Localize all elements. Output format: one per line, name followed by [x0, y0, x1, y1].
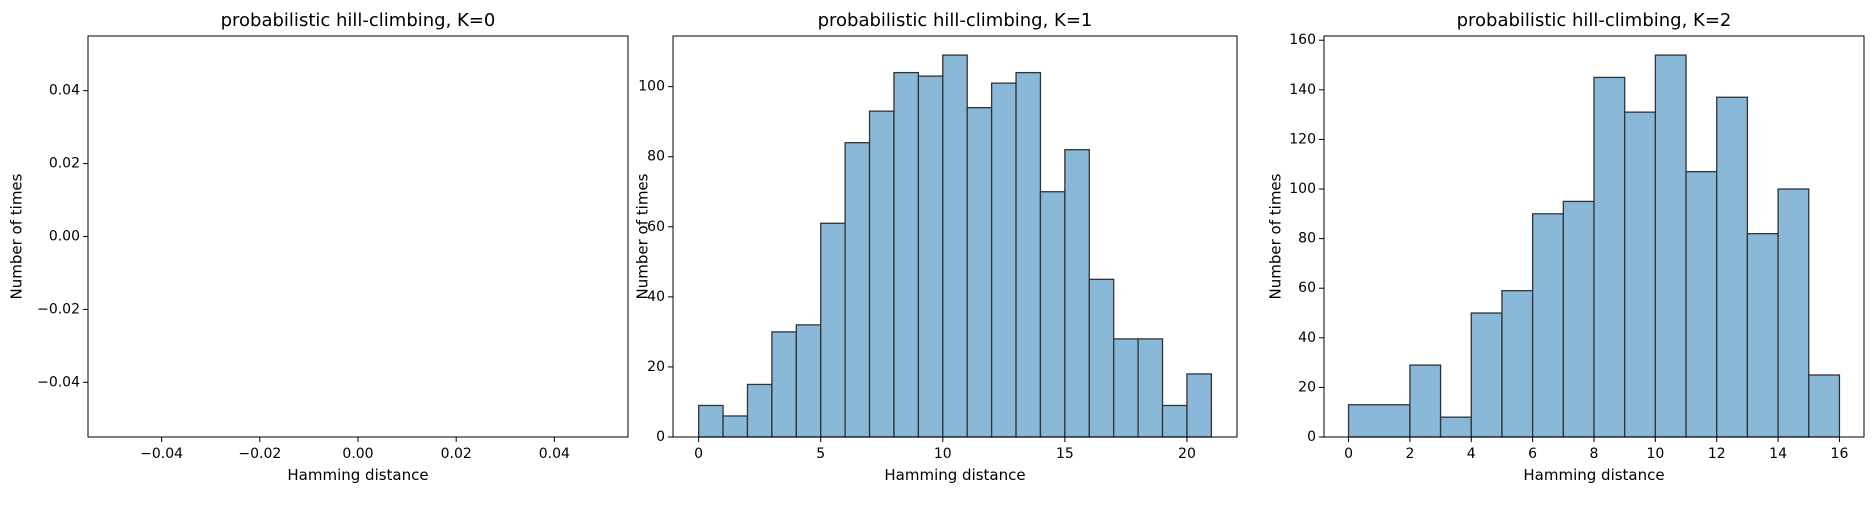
subplot-k1: probabilistic hill-climbing, K=1 Hamming…	[634, 10, 1238, 484]
y-tick-label: 20	[647, 359, 665, 375]
y-tick-label: 120	[1289, 131, 1316, 147]
y-tick-label: 40	[1298, 330, 1316, 346]
histogram-bar	[1186, 373, 1213, 438]
subplot-title: probabilistic hill-climbing, K=1	[818, 10, 1093, 31]
histogram-bar	[722, 415, 749, 438]
y-tick-label: 0	[1307, 429, 1316, 445]
y-tick-label: 100	[638, 79, 665, 95]
y-tick-label: −0.02	[37, 301, 80, 317]
y-tick-label: −0.04	[37, 374, 80, 390]
x-tick-label: 0.00	[342, 446, 373, 462]
histogram-bar	[746, 383, 773, 438]
histogram-bar	[1113, 338, 1139, 438]
histogram-bar	[990, 82, 1017, 438]
histogram-bar	[942, 54, 968, 438]
histogram-bar	[1064, 149, 1090, 438]
x-tick-label: 10	[934, 446, 952, 462]
x-tick-label: 20	[1178, 446, 1196, 462]
axis-ticks: 0 5 10 15 20 0 20 40 60 80 100	[638, 79, 1196, 462]
x-axis-label: Hamming distance	[884, 466, 1025, 484]
histogram-bar	[844, 142, 871, 438]
x-tick-label: 4	[1467, 446, 1476, 462]
histogram-bar	[917, 75, 944, 438]
x-tick-label: 16	[1831, 446, 1849, 462]
subplot-title: probabilistic hill-climbing, K=0	[221, 10, 496, 31]
x-tick-label: −0.04	[140, 446, 183, 462]
histogram-bar	[1409, 364, 1442, 438]
y-tick-label: 100	[1289, 181, 1316, 197]
subplot-k2: probabilistic hill-climbing, K=2 Hamming…	[1267, 10, 1865, 484]
x-tick-label: −0.02	[238, 446, 281, 462]
histogram-bar	[1716, 96, 1749, 438]
x-tick-label: 0	[1344, 446, 1353, 462]
subplot-k0: probabilistic hill-climbing, K=0 Hamming…	[8, 10, 629, 484]
histogram-bar	[1531, 213, 1564, 438]
histogram-bar	[795, 324, 822, 438]
histogram-bar	[966, 107, 993, 438]
histogram-bars	[697, 54, 1213, 438]
histogram-bar	[820, 222, 846, 438]
histogram-bars	[1347, 54, 1841, 438]
y-tick-label: 160	[1289, 32, 1316, 48]
y-tick-label: 0.02	[49, 156, 80, 172]
histogram-bar	[1347, 404, 1411, 438]
histogram-bar	[1161, 404, 1188, 438]
x-tick-label: 2	[1405, 446, 1414, 462]
y-axis-label: Number of times	[1267, 173, 1285, 299]
histogram-bar	[1439, 416, 1472, 438]
x-tick-label: 0	[694, 446, 703, 462]
histogram-bar	[1015, 71, 1042, 438]
subplot-title: probabilistic hill-climbing, K=2	[1457, 10, 1732, 31]
y-tick-label: 60	[1298, 280, 1316, 296]
y-tick-label: 60	[647, 219, 665, 235]
x-axis-label: Hamming distance	[287, 466, 428, 484]
x-tick-label: 6	[1528, 446, 1537, 462]
histogram-bar	[1624, 111, 1657, 438]
y-tick-label: 80	[1298, 231, 1316, 247]
x-axis-label: Hamming distance	[1523, 466, 1664, 484]
histogram-bar	[1746, 232, 1779, 438]
x-tick-label: 0.04	[539, 446, 570, 462]
histogram-bar	[1088, 278, 1115, 438]
histogram-bar	[1039, 191, 1066, 438]
x-tick-label: 0.02	[441, 446, 472, 462]
plot-frame	[672, 35, 1238, 438]
histogram-bar	[868, 110, 895, 438]
histogram-bar	[1777, 188, 1810, 438]
y-axis-label: Number of times	[8, 173, 26, 299]
histogram-bar	[1685, 171, 1718, 438]
histogram-bar	[1562, 200, 1595, 438]
histogram-bar	[771, 331, 797, 438]
histogram-bar	[1137, 338, 1164, 438]
histogram-bar	[1654, 54, 1687, 438]
y-axis-label: Number of times	[634, 173, 652, 299]
x-tick-label: 10	[1646, 446, 1664, 462]
plot-frame	[1323, 35, 1865, 438]
histogram-bar	[893, 71, 920, 438]
x-tick-label: 8	[1590, 446, 1599, 462]
axis-ticks: −0.04 −0.02 0.00 0.02 0.04 −0.04 −0.02 0.00 0.02…	[37, 83, 570, 462]
y-tick-label: 0.00	[49, 229, 80, 245]
x-tick-label: 5	[816, 446, 825, 462]
y-tick-label: 20	[1298, 379, 1316, 395]
x-tick-label: 15	[1056, 446, 1074, 462]
histogram-bar	[1501, 290, 1534, 438]
y-tick-label: 140	[1289, 82, 1316, 98]
histogram-bar	[1470, 312, 1503, 438]
y-tick-label: 0	[656, 429, 665, 445]
y-tick-label: 80	[647, 149, 665, 165]
x-tick-label: 12	[1708, 446, 1726, 462]
histogram-bar	[697, 404, 724, 438]
histogram-bar	[1593, 76, 1626, 438]
histogram-bar	[1808, 374, 1841, 438]
x-tick-label: 14	[1769, 446, 1787, 462]
y-tick-label: 0.04	[49, 83, 80, 99]
plot-frame	[87, 35, 629, 438]
y-tick-label: 40	[647, 289, 665, 305]
